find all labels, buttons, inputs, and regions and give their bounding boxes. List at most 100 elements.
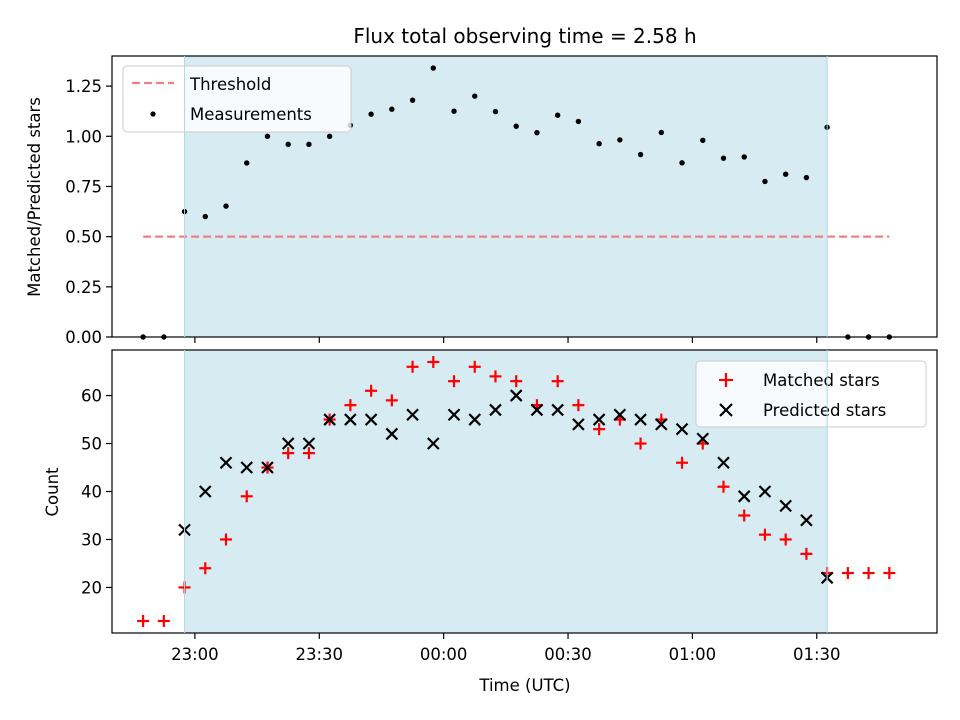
matched-star-point <box>572 399 585 412</box>
predicted-star-point <box>572 418 585 431</box>
matched-star-point <box>448 375 461 388</box>
predicted-star-point <box>385 427 399 441</box>
predicted-star-point <box>323 413 336 426</box>
measurement-point <box>264 133 271 139</box>
predicted-star-point <box>800 514 813 527</box>
count-x-tick-label: 23:30 <box>296 645 344 664</box>
matched-star-point <box>468 360 481 373</box>
count-panel: 20 30 40 50 60 23:00 23:30 00:00 00:30 01:00 01:3… <box>43 349 938 695</box>
measurement-point <box>202 213 208 220</box>
threshold-legend-label: Threshold <box>189 75 271 94</box>
matched-star-point <box>240 490 253 503</box>
count-y-tick-label: 60 <box>81 387 102 406</box>
predicted-star-point <box>427 437 440 450</box>
predicted-star-point <box>261 461 274 474</box>
matched-star-point <box>365 384 378 397</box>
predicted-star-point <box>240 461 254 474</box>
measurement-point <box>658 129 665 136</box>
predicted-star-point <box>489 403 502 417</box>
matched-stars-legend-swatch <box>719 373 733 387</box>
measurement-point <box>244 160 250 166</box>
matched-star-point <box>676 456 689 469</box>
count-y-tick-label: 20 <box>81 578 102 597</box>
measurement-point <box>451 108 457 114</box>
predicted-stars-legend-swatch <box>719 403 733 417</box>
matched-star-point <box>282 447 295 460</box>
predicted-star-point <box>737 490 751 503</box>
measurement-point <box>700 137 706 143</box>
ratio-axes-frame <box>111 55 938 338</box>
measurement-point <box>223 203 229 209</box>
matched-star-point <box>199 562 212 575</box>
predicted-star-point <box>406 408 419 422</box>
measurement-point <box>513 123 519 129</box>
measurement-point <box>782 171 789 177</box>
count-x-tick-label: 01:30 <box>793 645 841 664</box>
matched-star-point <box>344 399 357 412</box>
predicted-star-point <box>344 413 357 426</box>
count-y-tick-label: 50 <box>81 435 102 454</box>
measurement-point <box>720 155 727 161</box>
ratio-y-tick-label: 0.50 <box>65 228 102 247</box>
predicted-stars-points <box>178 389 834 585</box>
predicted-star-point <box>447 408 461 422</box>
measurement-point <box>762 178 768 185</box>
count-y-ticks: 20 30 40 50 60 <box>81 387 112 597</box>
count-x-ticks: 23:00 23:30 00:00 00:30 01:00 01:30 <box>171 633 841 664</box>
count-x-tick-label: 00:30 <box>544 645 592 664</box>
measurement-point <box>741 154 747 160</box>
measurement-point <box>679 160 685 166</box>
matched-star-point <box>157 615 170 628</box>
predicted-star-point <box>655 418 668 431</box>
matched-star-point <box>427 355 440 368</box>
predicted-star-point <box>717 456 730 469</box>
measurement-point <box>617 137 623 143</box>
matched-star-point <box>841 567 854 580</box>
count-x-tick-label: 23:00 <box>171 645 219 664</box>
matched-star-point <box>779 533 792 546</box>
predicted-star-point <box>634 413 647 426</box>
matched-star-point <box>883 567 896 580</box>
predicted-star-point <box>364 413 378 426</box>
measurements-legend-label: Measurements <box>190 105 312 124</box>
predicted-star-point <box>592 413 606 426</box>
predicted-star-point <box>281 437 295 450</box>
count-legend: Matched stars Predicted stars <box>695 360 927 428</box>
measurements-legend-swatch <box>150 111 156 117</box>
matched-star-point <box>800 547 813 560</box>
matched-star-point <box>489 370 502 383</box>
measurement-point <box>596 141 602 147</box>
matched-star-point <box>738 509 751 522</box>
measurement-point <box>368 111 374 117</box>
measurement-point <box>534 129 540 136</box>
measurement-point <box>803 174 810 181</box>
ratio-panel: 0.00 0.25 0.50 0.75 1.00 1.25 Flux total obse… <box>25 24 938 347</box>
matched-star-point <box>302 447 315 460</box>
matched-star-point <box>385 394 398 407</box>
ratio-x-ticks <box>194 337 818 343</box>
ratio-y-tick-label: 1.00 <box>65 127 102 146</box>
predicted-star-point <box>675 422 689 436</box>
ratio-y-tick-label: 0.25 <box>65 278 102 297</box>
matched-star-point <box>220 533 233 546</box>
measurement-point <box>306 141 312 148</box>
ratio-y-tick-label: 0.00 <box>65 328 102 347</box>
chart-title: Flux total observing time = 2.58 h <box>353 24 696 48</box>
measurement-point <box>326 133 333 139</box>
predicted-star-point <box>199 485 212 498</box>
count-x-tick-label: 01:00 <box>669 645 717 664</box>
x-axis-label: Time (UTC) <box>478 676 570 695</box>
predicted-star-point <box>530 403 544 417</box>
count-legend-box <box>695 360 927 428</box>
predicted-star-point <box>302 437 316 450</box>
matched-star-point <box>551 375 564 388</box>
matched-star-point <box>717 480 730 493</box>
ratio-y-ticks: 0.00 0.25 0.50 0.75 1.00 1.25 <box>65 77 112 347</box>
count-y-tick-label: 40 <box>81 483 102 502</box>
measurement-point <box>637 151 644 158</box>
predicted-stars-legend-label: Predicted stars <box>763 401 886 420</box>
matched-star-point <box>758 528 771 541</box>
measurement-point <box>389 106 395 112</box>
ratio-y-axis-label: Matched/Predicted stars <box>25 97 44 297</box>
ratio-legend: Threshold Measurements <box>122 65 352 133</box>
